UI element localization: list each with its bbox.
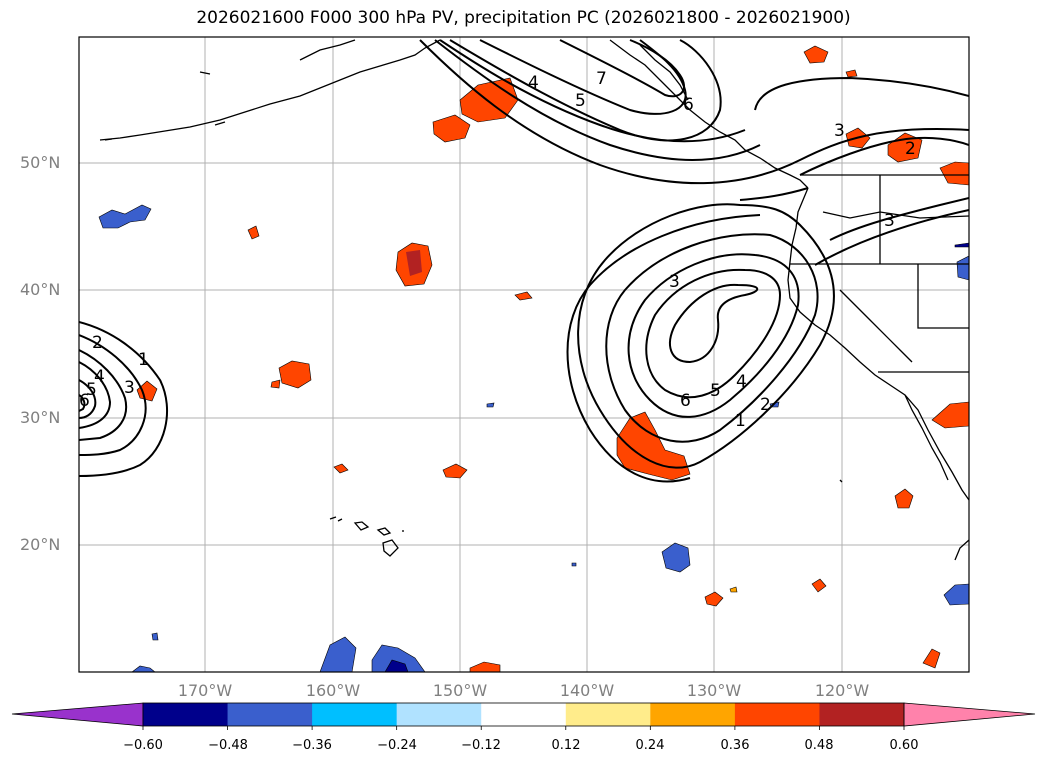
contour-label: 6 xyxy=(79,391,90,411)
colorbar-cells xyxy=(143,703,905,726)
contour-label: 7 xyxy=(596,69,607,89)
contour-label: 1 xyxy=(735,411,746,431)
contour-label: 3 xyxy=(124,378,135,398)
contour-label: 2 xyxy=(760,395,771,415)
lat-label-20n: 20°N xyxy=(20,535,61,554)
map-background xyxy=(79,37,969,672)
contour-label: 4 xyxy=(736,372,747,392)
colorbar-cell xyxy=(650,703,736,726)
contour-label: 3 xyxy=(884,211,895,231)
contour-label: 3 xyxy=(834,121,845,141)
colorbar-tick-label: 0.24 xyxy=(635,738,665,753)
contour-label: 5 xyxy=(710,381,721,401)
colorbar-tick-label: 0.12 xyxy=(551,738,581,753)
contour-label: 3 xyxy=(669,272,680,292)
colorbar-tick-label: 0.48 xyxy=(804,738,834,753)
map-title: 2026021600 F000 300 hPa PV, precipitatio… xyxy=(196,8,851,28)
colorbar xyxy=(11,702,1036,730)
colorbar-cell xyxy=(819,703,905,726)
contour-label: 5 xyxy=(575,91,586,111)
precip-positive-areas xyxy=(136,45,969,672)
colorbar-cell xyxy=(565,703,651,726)
colorbar-cell xyxy=(396,703,482,726)
colorbar-cell xyxy=(312,703,398,726)
lon-label-140w: 140°W xyxy=(559,681,615,700)
colorbar-frame xyxy=(142,702,905,727)
contour-label: 6 xyxy=(680,391,691,411)
lon-label-170w: 170°W xyxy=(177,681,233,700)
colorbar-tick-label: −0.48 xyxy=(208,738,248,753)
colorbar-ticks xyxy=(142,726,905,730)
colorbar-extend-low xyxy=(11,702,144,727)
coastlines xyxy=(99,39,969,561)
contour-label: 2 xyxy=(905,139,916,159)
contour-label: 1 xyxy=(138,350,149,370)
lon-label-150w: 150°W xyxy=(432,681,488,700)
colorbar-tick-label: −0.36 xyxy=(292,738,332,753)
contour-label: 6 xyxy=(683,95,694,115)
contour-label: 4 xyxy=(94,367,105,387)
lat-label-40n: 40°N xyxy=(20,280,61,299)
lat-label-50n: 50°N xyxy=(20,153,61,172)
pv-contours xyxy=(79,39,969,483)
colorbar-cell xyxy=(734,703,820,726)
colorbar-tick-label: 0.36 xyxy=(720,738,750,753)
lon-label-130w: 130°W xyxy=(686,681,742,700)
colorbar-extend-high xyxy=(903,702,1036,727)
colorbar-cell xyxy=(227,703,313,726)
pv-contour-labels: 4 5 7 6 3 2 3 3 4 5 6 2 1 2 1 4 3 5 6 xyxy=(79,69,916,431)
colorbar-cell xyxy=(481,703,567,726)
colorbar-tick-label: 0.60 xyxy=(889,738,919,753)
lat-label-30n: 30°N xyxy=(20,408,61,427)
lon-label-160w: 160°W xyxy=(305,681,361,700)
colorbar-tick-label: −0.12 xyxy=(461,738,501,753)
colorbar-tick-label: −0.60 xyxy=(123,738,163,753)
precip-negative-areas xyxy=(98,204,969,672)
contour-label: 5 xyxy=(86,380,97,400)
contour-label: 2 xyxy=(92,333,103,353)
gridlines xyxy=(79,37,969,672)
lon-label-120w: 120°W xyxy=(814,681,870,700)
colorbar-cell xyxy=(143,703,229,726)
contour-label: 4 xyxy=(528,73,539,93)
colorbar-tick-label: −0.24 xyxy=(377,738,417,753)
map-frame xyxy=(78,36,970,673)
